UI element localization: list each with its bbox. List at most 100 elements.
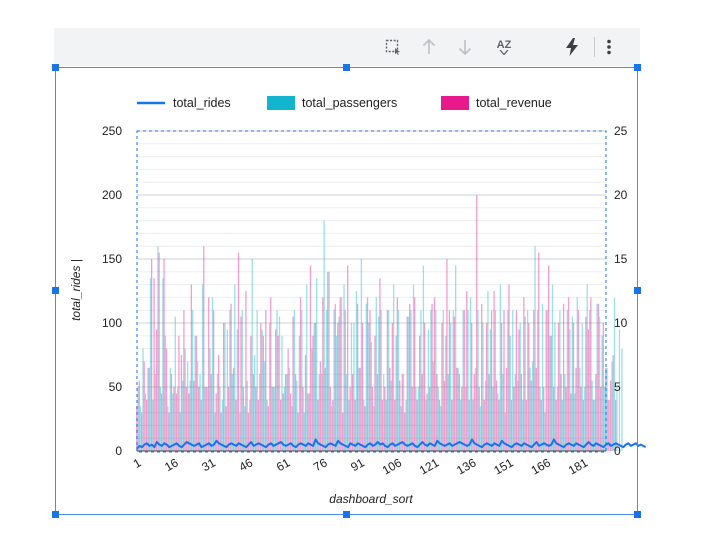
sort-az-icon[interactable]: AZ	[491, 28, 517, 66]
revenue-bar	[289, 393, 292, 451]
revenue-bar	[538, 252, 540, 451]
passengers-bar	[360, 259, 363, 451]
revenue-bar	[270, 297, 272, 451]
resize-handle-bottom[interactable]	[343, 511, 350, 518]
select-region-icon[interactable]	[380, 28, 406, 66]
legend-label: total_revenue	[476, 96, 552, 110]
revenue-bar	[203, 246, 205, 451]
revenue-bar	[557, 323, 560, 451]
passengers-bar	[229, 310, 231, 451]
passengers-bar	[574, 393, 576, 451]
resize-handle-top-right[interactable]	[634, 64, 641, 71]
y-axis-label: total_rides |	[69, 259, 83, 321]
revenue-bar	[153, 278, 155, 451]
revenue-bar	[275, 329, 277, 451]
passengers-bar	[549, 335, 551, 451]
passengers-bar	[311, 348, 313, 451]
revenue-bar	[284, 374, 287, 451]
revenue-bar	[190, 284, 192, 451]
resize-handle-left[interactable]	[52, 287, 59, 294]
revenue-bar	[396, 297, 398, 451]
revenue-bar	[319, 361, 322, 451]
passengers-bar	[584, 387, 586, 451]
revenue-bar	[257, 399, 259, 451]
passengers-bar	[306, 284, 308, 451]
revenue-bar	[463, 310, 465, 451]
revenue-bar	[508, 284, 510, 451]
revenue-bar	[592, 399, 594, 451]
revenue-bar	[188, 393, 190, 451]
x-axis-label: dashboard_sort	[329, 492, 413, 506]
revenue-bar	[158, 252, 160, 451]
y-right-tick-label: 0	[614, 444, 621, 458]
revenue-bar	[242, 387, 245, 451]
revenue-bar	[493, 291, 495, 451]
passengers-bar	[380, 310, 382, 451]
revenue-bar	[364, 406, 366, 451]
resize-handle-bottom-left[interactable]	[52, 511, 59, 518]
passengers-bar	[447, 374, 449, 451]
passengers-bar	[261, 329, 263, 451]
x-tick-label: 106	[380, 455, 405, 477]
arrow-down-icon[interactable]	[452, 28, 478, 66]
resize-handle-bottom-right[interactable]	[634, 511, 641, 518]
passengers-bar	[457, 367, 459, 451]
passengers-bar	[462, 310, 464, 451]
revenue-bar	[416, 399, 418, 451]
passengers-bar	[531, 361, 534, 451]
y-left-tick-label: 250	[102, 124, 122, 138]
resize-handle-top[interactable]	[343, 64, 350, 71]
revenue-bar	[505, 367, 508, 451]
revenue-bar	[160, 393, 163, 451]
passengers-bar	[561, 399, 564, 451]
passengers-bar	[452, 310, 454, 451]
chart-toolbar: AZ	[54, 28, 640, 66]
revenue-bar	[418, 335, 421, 451]
revenue-bar	[389, 367, 391, 451]
passengers-bar	[388, 310, 390, 451]
passengers-bar	[323, 220, 325, 451]
passengers-bar	[479, 406, 482, 451]
revenue-bar	[545, 310, 547, 451]
revenue-bar	[235, 399, 237, 451]
revenue-bar	[612, 355, 614, 451]
passengers-bar	[464, 387, 467, 451]
revenue-bar	[488, 374, 490, 451]
revenue-bar	[297, 412, 299, 451]
resize-handle-right[interactable]	[634, 287, 641, 294]
revenue-bar	[272, 387, 274, 451]
passengers-bar	[340, 297, 343, 451]
revenue-bar	[292, 316, 294, 451]
y-right-tick-label: 25	[614, 124, 628, 138]
more-vert-icon[interactable]	[596, 28, 622, 66]
passengers-bar	[551, 284, 554, 451]
revenue-bar	[533, 310, 535, 451]
passengers-bar	[355, 291, 358, 451]
bolt-icon[interactable]	[559, 28, 585, 66]
revenue-bar	[282, 393, 284, 451]
passengers-bar	[194, 335, 196, 451]
passengers-bar	[276, 310, 278, 451]
passengers-bar	[378, 316, 380, 451]
passengers-bar	[437, 387, 439, 451]
revenue-bar	[354, 399, 356, 451]
revenue-bar	[456, 367, 458, 451]
revenue-bar	[299, 297, 302, 451]
passengers-bar	[517, 380, 519, 451]
revenue-bar	[421, 374, 423, 451]
passengers-bar	[358, 367, 360, 451]
passengers-bar	[591, 380, 593, 451]
passengers-bar	[569, 329, 571, 451]
y-right-tick-label: 15	[614, 252, 628, 266]
arrow-up-icon[interactable]	[416, 28, 442, 66]
revenue-bar	[309, 265, 312, 451]
resize-handle-top-left[interactable]	[52, 64, 59, 71]
passengers-bar	[221, 399, 224, 451]
passengers-bar	[606, 367, 608, 451]
revenue-bar	[247, 412, 250, 451]
passengers-bar	[263, 361, 266, 451]
passengers-bar	[152, 399, 154, 451]
revenue-bar	[369, 310, 371, 451]
revenue-bar	[165, 348, 168, 451]
revenue-bar	[185, 387, 188, 451]
